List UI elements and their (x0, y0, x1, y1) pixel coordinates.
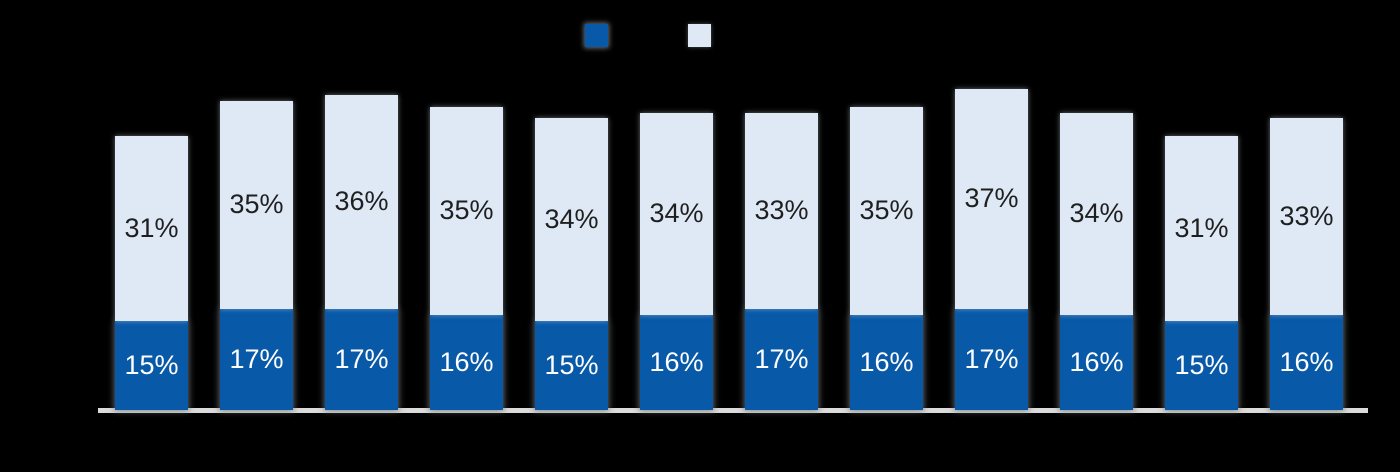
bar-value-label: 35% (229, 189, 284, 220)
bar-value-label: 17% (334, 343, 389, 374)
bar-segment-bottom: 17% (325, 308, 398, 410)
bar: 34% 15% (535, 118, 608, 410)
bar: 37% 17% (955, 88, 1028, 410)
bar: 31% 15% (1165, 136, 1238, 410)
bar-segment-top: 33% (1270, 118, 1343, 315)
bar-segment-top: 37% (955, 88, 1028, 309)
bar-segment-bottom: 15% (1165, 320, 1238, 410)
bar: 33% 17% (745, 112, 818, 410)
bar-segment-bottom: 17% (220, 308, 293, 410)
bar-value-label: 15% (124, 349, 179, 380)
bar-segment-top: 35% (220, 100, 293, 309)
bar-value-label: 34% (649, 198, 704, 229)
bar-segment-top: 35% (430, 106, 503, 315)
bar-value-label: 16% (439, 346, 494, 377)
bar-value-label: 33% (754, 195, 809, 226)
legend-swatch-bottom-series (585, 24, 608, 47)
bar-value-label: 17% (964, 343, 1019, 374)
bar-segment-top: 34% (640, 112, 713, 315)
bar-segment-top: 34% (1060, 112, 1133, 315)
bar-value-label: 16% (1279, 346, 1334, 377)
bar: 35% 16% (850, 106, 923, 410)
bar: 35% 17% (220, 100, 293, 410)
bar-segment-top: 31% (115, 136, 188, 321)
bar-segment-bottom: 16% (430, 314, 503, 410)
bar-value-label: 17% (229, 343, 284, 374)
bar-segment-bottom: 16% (1270, 314, 1343, 410)
bar-segment-bottom: 16% (640, 314, 713, 410)
bar-segment-bottom: 15% (535, 320, 608, 410)
bar-value-label: 31% (124, 213, 179, 244)
bar-segment-top: 33% (745, 112, 818, 309)
bar-value-label: 34% (544, 204, 599, 235)
bar-value-label: 34% (1069, 198, 1124, 229)
x-axis-line (98, 408, 1368, 413)
bar-value-label: 17% (754, 343, 809, 374)
bar-value-label: 16% (859, 346, 914, 377)
bars-container: 31% 15% 35% 17% 36% 17% 35% 16% 34% 15% 34% 16% 33% 1… (115, 88, 1343, 410)
bar: 36% 17% (325, 94, 398, 410)
bar: 34% 16% (640, 112, 713, 410)
bar-value-label: 16% (649, 346, 704, 377)
bar: 35% 16% (430, 106, 503, 410)
bar-segment-top: 36% (325, 94, 398, 309)
bar: 33% 16% (1270, 118, 1343, 410)
bar-segment-top: 35% (850, 106, 923, 315)
bar-value-label: 16% (1069, 346, 1124, 377)
bar-value-label: 15% (544, 349, 599, 380)
bar-segment-top: 31% (1165, 136, 1238, 321)
bar-segment-bottom: 16% (1060, 314, 1133, 410)
bar-value-label: 35% (439, 195, 494, 226)
legend-swatch-top-series (688, 24, 711, 47)
bar-segment-bottom: 16% (850, 314, 923, 410)
bar-segment-bottom: 17% (955, 308, 1028, 410)
bar-value-label: 37% (964, 183, 1019, 214)
bar-value-label: 35% (859, 195, 914, 226)
bar-value-label: 33% (1279, 201, 1334, 232)
bar: 31% 15% (115, 136, 188, 410)
bar: 34% 16% (1060, 112, 1133, 410)
bar-segment-top: 34% (535, 118, 608, 321)
bar-value-label: 31% (1174, 213, 1229, 244)
bar-value-label: 15% (1174, 349, 1229, 380)
bar-value-label: 36% (334, 186, 389, 217)
bar-segment-bottom: 15% (115, 320, 188, 410)
bar-segment-bottom: 17% (745, 308, 818, 410)
